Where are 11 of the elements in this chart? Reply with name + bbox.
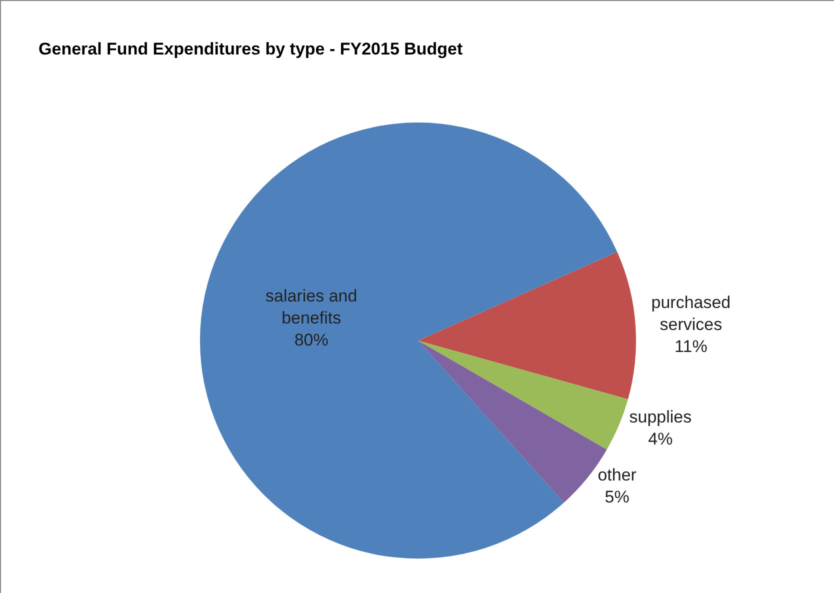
- data-label: 5%: [604, 487, 630, 506]
- pie-slice: [418, 252, 636, 400]
- slice-label: salaries and benefits: [266, 286, 358, 328]
- data-label: 4%: [648, 430, 673, 449]
- slice-label: other: [598, 465, 637, 484]
- data-label: 80%: [294, 330, 328, 350]
- pie-slice: [418, 340, 628, 450]
- chart-title: General Fund Expenditures by type - FY2015 Budget: [38, 39, 464, 58]
- slice-label: purchased services: [651, 292, 731, 334]
- slice-label: supplies: [629, 408, 692, 427]
- data-label: 11%: [674, 337, 708, 356]
